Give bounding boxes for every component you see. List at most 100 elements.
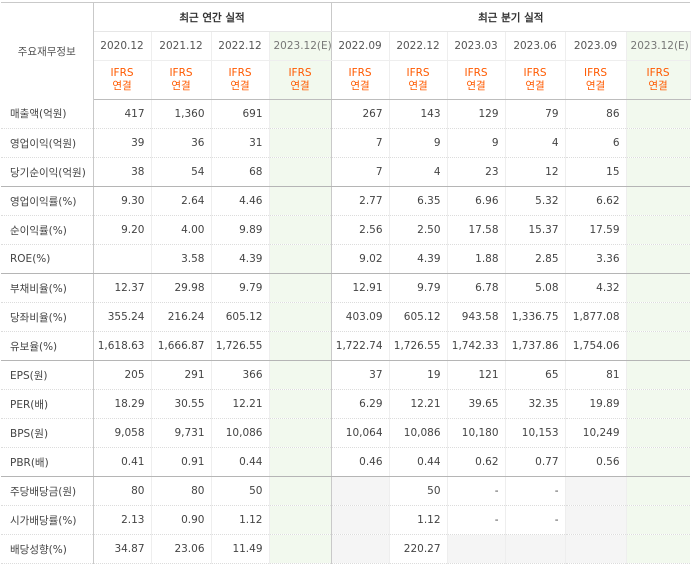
quarter-value: 9	[447, 128, 506, 158]
quarter-value: 1,742.33	[447, 331, 506, 361]
ifrs-standard-text: IFRS	[228, 67, 252, 79]
quarter-value	[626, 447, 691, 477]
annual-value	[269, 418, 332, 448]
ifrs-standard-text: IFRS	[288, 67, 312, 79]
annual-value	[269, 331, 332, 361]
quarter-value: 1,336.75	[505, 302, 566, 332]
ifrs-standard-text: IFRS	[646, 67, 670, 79]
period-quarter-5: 2023.12(E)	[626, 31, 691, 61]
quarter-value: 12	[505, 157, 566, 187]
consolidated-text: 연결	[171, 80, 191, 92]
quarter-value: 9.02	[331, 244, 390, 274]
quarter-value: 4	[505, 128, 566, 158]
row-label: 유보율(%)	[1, 331, 94, 361]
annual-value: 9,731	[151, 418, 212, 448]
ifrs-standard-text: IFRS	[523, 67, 547, 79]
annual-value: 18.29	[93, 389, 152, 419]
quarter-value: 39.65	[447, 389, 506, 419]
quarter-value: 4.32	[565, 273, 627, 303]
quarter-value: 0.56	[565, 447, 627, 477]
quarter-value	[626, 331, 691, 361]
quarter-value: 3.36	[565, 244, 627, 274]
quarter-value	[626, 389, 691, 419]
consolidated-text: 연결	[230, 80, 250, 92]
annual-value: 80	[151, 476, 212, 506]
annual-value	[269, 186, 332, 216]
quarter-value: 2.77	[331, 186, 390, 216]
quarter-value: 23	[447, 157, 506, 187]
quarter-value: 6.29	[331, 389, 390, 419]
quarter-value: -	[505, 476, 566, 506]
quarter-value: 10,249	[565, 418, 627, 448]
ifrs-standard-text: IFRS	[406, 67, 430, 79]
quarter-value: -	[447, 505, 506, 535]
row-label: 매출액(억원)	[1, 99, 94, 129]
ifrs-label-quarter-3: IFRS 연결	[505, 60, 566, 100]
annual-value: 80	[93, 476, 152, 506]
consolidated-text: 연결	[408, 80, 428, 92]
annual-value: 11.49	[211, 534, 270, 564]
annual-value: 2.64	[151, 186, 212, 216]
quarter-value: 6.96	[447, 186, 506, 216]
quarter-value: 1.88	[447, 244, 506, 274]
quarter-value	[626, 476, 691, 506]
quarter-header: 최근 분기 실적	[331, 2, 691, 32]
annual-value: 50	[211, 476, 270, 506]
quarter-value: 5.08	[505, 273, 566, 303]
quarter-value: 10,180	[447, 418, 506, 448]
ifrs-label-annual-3: IFRS 연결	[269, 60, 332, 100]
quarter-value: 19	[389, 360, 448, 390]
quarter-value	[565, 476, 627, 506]
ifrs-label-annual-2: IFRS 연결	[211, 60, 270, 100]
table-row: 영업이익(억원) 39 36 31 7 9 9 4 6	[1, 128, 691, 158]
corner-label: 주요재무정보	[1, 2, 94, 100]
annual-value: 31	[211, 128, 270, 158]
annual-value	[269, 273, 332, 303]
consolidated-text: 연결	[648, 80, 668, 92]
annual-value: 0.91	[151, 447, 212, 477]
quarter-value: 267	[331, 99, 390, 129]
table-row: ROE(%) 3.58 4.39 9.02 4.39 1.88 2.85 3.36	[1, 244, 691, 274]
quarter-value	[626, 273, 691, 303]
annual-value: 9,058	[93, 418, 152, 448]
table-row: BPS(원) 9,058 9,731 10,086 10,064 10,086 10,180…	[1, 418, 691, 448]
table-row: EPS(원) 205 291 366 37 19 121 65 81	[1, 360, 691, 390]
period-quarter-3: 2023.06	[505, 31, 566, 61]
quarter-value	[626, 128, 691, 158]
annual-value	[269, 505, 332, 535]
quarter-value	[331, 505, 390, 535]
quarter-value: 143	[389, 99, 448, 129]
table-row: 영업이익률(%) 9.30 2.64 4.46 2.77 6.35 6.96 5.32 6.62	[1, 186, 691, 216]
annual-value: 9.20	[93, 215, 152, 245]
accounting-standard-row: IFRS 연결 IFRS 연결 IFRS 연결 IFRS 연결 IFRS 연결 IFRS 연결 IFRS…	[1, 60, 691, 100]
quarter-value: 2.50	[389, 215, 448, 245]
quarter-value: 4	[389, 157, 448, 187]
annual-value	[269, 128, 332, 158]
annual-value: 9.79	[211, 273, 270, 303]
quarter-value: 220.27	[389, 534, 448, 564]
quarter-value: 943.58	[447, 302, 506, 332]
annual-value: 216.24	[151, 302, 212, 332]
row-label: 영업이익률(%)	[1, 186, 94, 216]
table-row: 부채비율(%) 12.37 29.98 9.79 12.91 9.79 6.78 5.08 4.…	[1, 273, 691, 303]
quarter-value: 15.37	[505, 215, 566, 245]
quarter-value: 0.77	[505, 447, 566, 477]
table-row: 시가배당률(%) 2.13 0.90 1.12 1.12- -	[1, 505, 691, 535]
period-row: 2020.12 2021.12 2022.12 2023.12(E) 2022.09 20…	[1, 31, 691, 61]
quarter-value: 9	[389, 128, 448, 158]
annual-value: 0.41	[93, 447, 152, 477]
quarter-value: 1,722.74	[331, 331, 390, 361]
table-row: 당기순이익(억원) 38 54 68 7 4 23 12 15	[1, 157, 691, 187]
quarter-value: 6.35	[389, 186, 448, 216]
annual-value: 9.89	[211, 215, 270, 245]
quarter-value: 0.44	[389, 447, 448, 477]
annual-value	[93, 244, 152, 274]
annual-value	[269, 476, 332, 506]
annual-value: 1,666.87	[151, 331, 212, 361]
period-quarter-1: 2022.12	[389, 31, 448, 61]
row-label: 주당배당금(원)	[1, 476, 94, 506]
annual-value: 0.90	[151, 505, 212, 535]
quarter-value	[626, 186, 691, 216]
row-label: 부채비율(%)	[1, 273, 94, 303]
